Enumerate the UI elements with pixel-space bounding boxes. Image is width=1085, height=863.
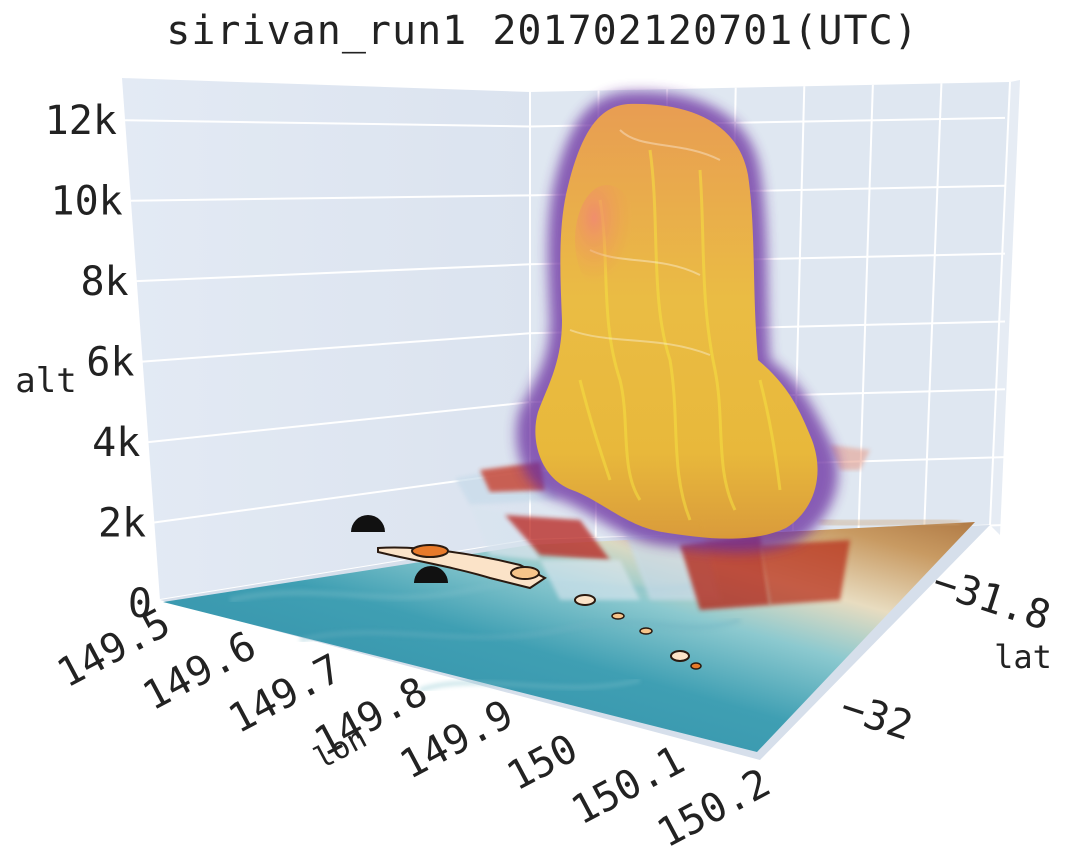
grid-line-z [130,194,531,202]
fire-front-layer [377,544,702,670]
z-tick-label: 6k [86,340,134,386]
z-tick-label: 4k [92,420,140,466]
z-axis-label: alt [15,361,76,401]
smoke-plume [516,91,839,552]
town-marker [414,566,448,583]
grid-line-x [989,81,1011,526]
z-tick-label: 10k [51,179,123,225]
z-tick-label: 2k [98,501,146,547]
back-wall-left [122,78,530,600]
z-tick-label: 0 [128,581,152,627]
chart-title: sirivan_run1 201702120701(UTC) [166,8,919,54]
grid-line-z [148,401,531,444]
z-tick-label: 8k [80,259,128,305]
grid-line-z [124,119,531,128]
town-marker [351,515,385,532]
right-wall [990,80,1020,535]
y-tick-label: −31.8 [927,559,1056,640]
y-axis-label: lat [994,638,1052,676]
grid-line-z [136,263,531,283]
y-tick-label: −32 [835,684,918,750]
grid-line-x [923,83,943,528]
grid-line-z [142,332,531,363]
z-tick-label: 12k [45,98,117,144]
